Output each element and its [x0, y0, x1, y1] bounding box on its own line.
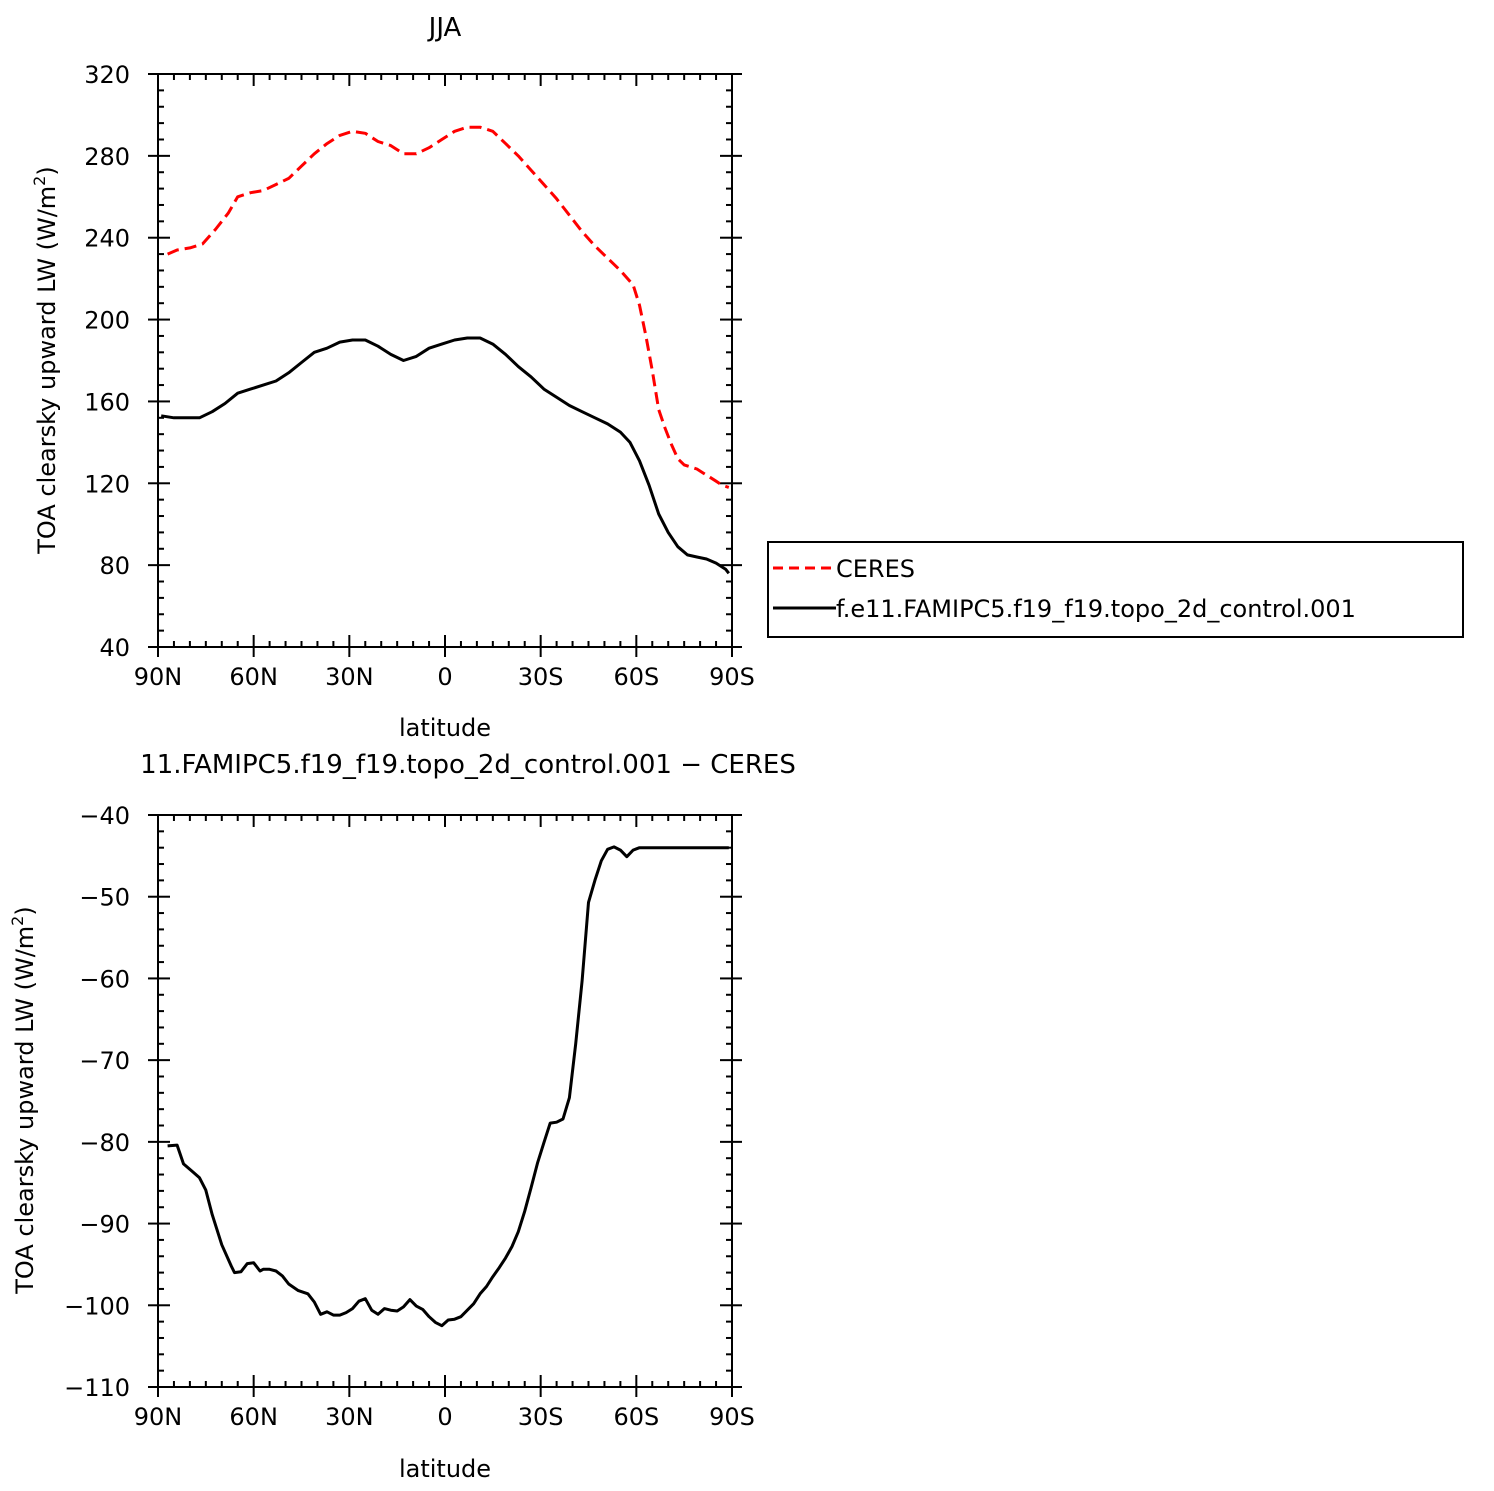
bottom-panel: 11.FAMIPC5.f19_f19.topo_2d_control.001 −… — [8, 750, 796, 1483]
top-y-axis-title-close: ) — [33, 166, 61, 175]
bottom-y-tick-label: −90 — [79, 1211, 130, 1239]
top-x-tick-label: 60S — [613, 663, 659, 691]
bottom-x-tick-label: 60N — [229, 1403, 278, 1431]
bottom-x-tick-label: 90S — [709, 1403, 755, 1431]
top-plot-frame — [157, 73, 733, 648]
bottom-x-tick-label: 30N — [325, 1403, 374, 1431]
bottom-y-axis-title-main: TOA clearsky upward LW (W/m — [11, 926, 39, 1295]
bottom-x-axis-title: latitude — [399, 1455, 491, 1483]
bottom-axes: 90N 60N 30N 0 30S 60S 90S −110 −100 −90 −80 −70 −60 −… — [64, 802, 755, 1431]
top-y-tick-label: 120 — [84, 470, 130, 498]
top-x-tick-label: 60N — [229, 663, 278, 691]
bottom-x-tick-label: 30S — [518, 1403, 564, 1431]
bottom-y-tick-label: −50 — [79, 884, 130, 912]
bottom-series-group — [167, 845, 729, 1328]
bottom-plot-frame — [157, 814, 733, 1388]
top-x-tick-label: 0 — [437, 663, 452, 691]
top-y-tick-label: 320 — [84, 61, 130, 89]
legend-box — [767, 541, 1464, 638]
bottom-x-tick-label: 0 — [437, 1403, 452, 1431]
top-axes: 90N 60N 30N 0 30S 60S 90S 40 80 120 160 200 240 280 32… — [84, 61, 755, 691]
bottom-series-line-series-0 — [167, 845, 729, 1328]
top-y-tick-label: 160 — [84, 388, 130, 416]
top-x-tick-label: 30N — [325, 663, 374, 691]
top-y-axis-title-sup: 2 — [30, 176, 49, 186]
top-y-tick-label: 200 — [84, 307, 130, 335]
top-series-line-f-e11-famipc5-f19-f19-topo-2d-control-001 — [160, 336, 730, 575]
top-panel: JJA 90N 60N 30N 0 30S 60S 90S 40 80 120 160 200 240 2… — [30, 13, 755, 742]
top-series-group — [160, 125, 730, 575]
top-y-tick-label: 280 — [84, 143, 130, 171]
bottom-y-axis-title-sup: 2 — [8, 916, 27, 926]
top-y-tick-label: 40 — [99, 634, 130, 662]
bottom-y-tick-label: −80 — [79, 1129, 130, 1157]
top-y-tick-label: 240 — [84, 225, 130, 253]
top-x-axis-title: latitude — [399, 714, 491, 742]
top-x-tick-label: 90N — [134, 663, 183, 691]
top-y-axis-title-main: TOA clearsky upward LW (W/m — [33, 186, 61, 555]
top-chart-title: JJA — [427, 13, 462, 43]
legend: CERES f.e11.FAMIPC5.f19_f19.topo_2d_cont… — [767, 541, 1464, 638]
legend-label-model: f.e11.FAMIPC5.f19_f19.topo_2d_control.00… — [836, 595, 1356, 623]
bottom-x-tick-label: 60S — [613, 1403, 659, 1431]
bottom-y-tick-label: −100 — [64, 1292, 130, 1320]
top-x-tick-label: 30S — [518, 663, 564, 691]
top-y-tick-label: 80 — [99, 552, 130, 580]
bottom-y-axis-title-close: ) — [11, 906, 39, 915]
bottom-x-tick-label: 90N — [134, 1403, 183, 1431]
bottom-y-tick-label: −70 — [79, 1047, 130, 1075]
bottom-y-tick-label: −110 — [64, 1374, 130, 1402]
top-series-line-ceres — [167, 125, 730, 489]
legend-label-ceres: CERES — [836, 555, 915, 583]
bottom-y-tick-label: −60 — [79, 965, 130, 993]
bottom-y-tick-label: −40 — [79, 802, 130, 830]
bottom-y-axis-title: TOA clearsky upward LW (W/m2) — [8, 906, 39, 1295]
bottom-chart-title: 11.FAMIPC5.f19_f19.topo_2d_control.001 −… — [140, 750, 796, 780]
top-x-tick-label: 90S — [709, 663, 755, 691]
top-y-axis-title: TOA clearsky upward LW (W/m2) — [30, 166, 61, 555]
